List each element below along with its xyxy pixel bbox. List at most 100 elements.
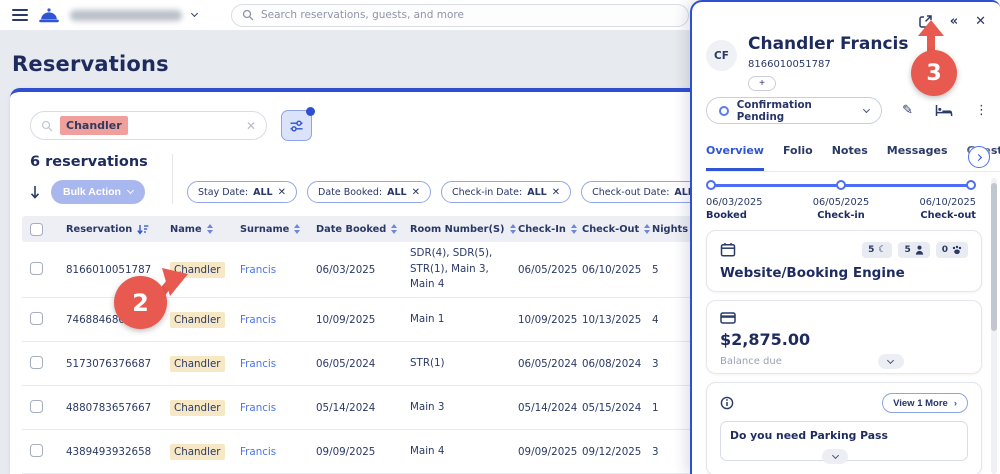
divider (172, 154, 173, 204)
status-dropdown[interactable]: Confirmation Pending (706, 97, 882, 124)
cell-surname-link[interactable]: Francis (240, 358, 276, 370)
tab-folio[interactable]: Folio (783, 144, 813, 171)
cell-surname-link[interactable]: Francis (240, 402, 276, 414)
row-checkbox[interactable] (30, 356, 43, 369)
sort-icon[interactable] (294, 224, 300, 234)
annotation-number: 3 (911, 50, 957, 96)
more-options-icon[interactable]: ⋮ (975, 103, 988, 118)
cell-name: Chandler (170, 400, 225, 416)
view-more-button[interactable]: View 1 More› (882, 393, 968, 413)
reservation-id: 8166010051787 (748, 59, 909, 70)
edit-pencil-icon[interactable]: ✎ (902, 103, 913, 118)
panel-tabs: Overview Folio Notes Messages Guest Acco… (706, 144, 1000, 172)
add-tag-button[interactable]: + (748, 76, 776, 91)
filter-chip[interactable]: Check-in Date:ALL✕ (441, 181, 571, 203)
cell-rooms: STR(1) (410, 356, 518, 371)
cell-rooms: Main 3 (410, 400, 518, 415)
cell-check-in: 10/09/2025 (518, 314, 582, 326)
cell-nights: 4 (652, 314, 692, 326)
column-header-room-number-s-[interactable]: Room Number(S) (410, 224, 518, 235)
stay-timeline: 06/03/2025Booked 06/05/2025Check-in 06/1… (706, 180, 976, 221)
calendar-icon (720, 242, 736, 258)
remove-filter-icon[interactable]: ✕ (552, 187, 560, 198)
cell-surname-link[interactable]: Francis (240, 264, 276, 276)
cell-date-booked: 06/05/2024 (316, 358, 410, 370)
table-search-input[interactable]: Chandler ✕ (30, 111, 267, 140)
scrollbar-thumb[interactable] (991, 183, 997, 331)
balance-amount: $2,875.00 (720, 330, 968, 349)
tab-messages[interactable]: Messages (887, 144, 948, 171)
filter-chip[interactable]: Date Booked:ALL✕ (307, 181, 431, 203)
pets-badge: 0 (936, 242, 968, 258)
cell-nights: 1 (652, 402, 692, 414)
guest-avatar: CF (706, 40, 737, 71)
guests-badge: 5 (898, 242, 929, 258)
sort-icon[interactable] (571, 224, 577, 234)
cell-date-booked: 10/09/2025 (316, 314, 410, 326)
tab-overview[interactable]: Overview (706, 144, 764, 171)
select-all-checkbox[interactable] (30, 223, 43, 236)
sort-icon[interactable] (207, 224, 213, 234)
timeline-checkin: 06/05/2025Check-in (813, 197, 869, 221)
row-checkbox[interactable] (30, 444, 43, 457)
cell-check-in: 05/14/2024 (518, 402, 582, 414)
sort-icon[interactable] (644, 224, 650, 234)
filter-chips: Stay Date:ALL✕ Date Booked:ALL✕ Check-in… (187, 181, 709, 204)
column-header-nights[interactable]: Nights (652, 224, 692, 235)
timeline-booked: 06/03/2025Booked (706, 197, 762, 221)
column-header-date-booked[interactable]: Date Booked (316, 224, 410, 235)
global-search-input[interactable]: Search reservations, guests, and more (231, 4, 689, 27)
cell-nights: 3 (652, 446, 692, 458)
timeline-dot-booked (706, 180, 716, 190)
questions-expand-button[interactable] (822, 449, 848, 464)
table-row[interactable]: 4389493932658 Chandler Francis 09/09/202… (22, 430, 698, 474)
info-icon (720, 396, 734, 410)
reservations-table: Reservation Name Surname Date Booked Roo… (22, 216, 698, 474)
table-row[interactable]: 4880783657667 Chandler Francis 05/14/202… (22, 386, 698, 430)
bulk-action-button[interactable]: Bulk Action (51, 180, 145, 204)
cell-surname-link[interactable]: Francis (240, 446, 276, 458)
cell-check-out: 06/08/2024 (582, 358, 652, 370)
tab-notes[interactable]: Notes (832, 144, 868, 171)
column-header-check-out[interactable]: Check-Out (582, 224, 652, 235)
filter-chip[interactable]: Stay Date:ALL✕ (187, 181, 297, 203)
cell-surname-link[interactable]: Francis (240, 314, 276, 326)
row-checkbox[interactable] (30, 400, 43, 413)
table-header-row: Reservation Name Surname Date Booked Roo… (22, 216, 698, 242)
sort-desc-icon[interactable] (137, 224, 149, 235)
tabs-scroll-right-button[interactable] (968, 146, 990, 168)
table-row[interactable]: 5173076376687 Chandler Francis 06/05/202… (22, 342, 698, 386)
panel-scrollbar[interactable] (991, 178, 997, 474)
property-name-redacted[interactable] (70, 10, 182, 21)
sort-icon[interactable] (510, 224, 516, 234)
clear-search-icon[interactable]: ✕ (246, 119, 256, 133)
page-title: Reservations (12, 52, 169, 76)
balance-expand-button[interactable] (878, 354, 904, 369)
cell-rooms: Main 4 (410, 444, 518, 459)
cell-check-out: 06/10/2025 (582, 264, 652, 276)
remove-filter-icon[interactable]: ✕ (412, 187, 420, 198)
remove-filter-icon[interactable]: ✕ (278, 187, 286, 198)
column-header-name[interactable]: Name (170, 224, 240, 235)
person-icon (915, 245, 924, 255)
close-panel-icon[interactable]: ✕ (975, 15, 986, 28)
row-checkbox[interactable] (30, 262, 43, 275)
chevron-down-icon (127, 187, 134, 194)
bed-icon[interactable] (935, 104, 953, 117)
annotation-step-3: 3 (905, 20, 961, 98)
credit-card-icon (720, 312, 968, 324)
property-chevron-down-icon[interactable] (191, 10, 198, 17)
app-logo-icon[interactable] (38, 7, 60, 24)
cell-name: Chandler (170, 356, 225, 372)
column-header-reservation[interactable]: Reservation (66, 224, 170, 235)
timeline-checkout: 06/10/2025Check-out (920, 197, 976, 221)
cell-date-booked: 09/09/2025 (316, 446, 410, 458)
sort-icon[interactable] (391, 224, 397, 234)
filters-button[interactable] (281, 110, 312, 141)
column-header-check-in[interactable]: Check-In (518, 224, 582, 235)
status-label: Confirmation Pending (737, 99, 857, 123)
column-header-surname[interactable]: Surname (240, 224, 316, 235)
hamburger-menu-icon[interactable] (12, 9, 28, 21)
row-checkbox[interactable] (30, 312, 43, 325)
sort-order-icon[interactable] (30, 184, 42, 200)
